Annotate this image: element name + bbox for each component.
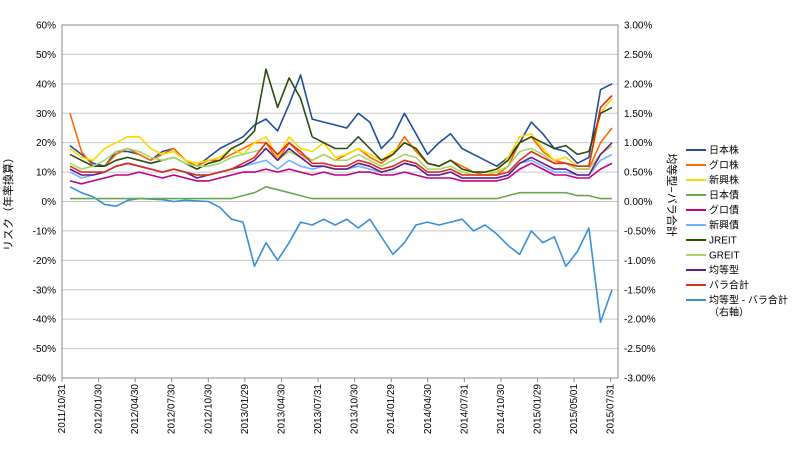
- legend-label: 均等型 - バラ合計: [709, 294, 788, 307]
- x-tick-label: 2015/07/31: [606, 384, 617, 434]
- y-axis-title: リスク（年率換算）: [1, 152, 15, 251]
- y2-tick-label: 2.00%: [624, 79, 652, 90]
- legend-label: バラ合計: [709, 279, 749, 292]
- y-tick-label: -50%: [33, 344, 56, 355]
- series-line: [69, 162, 613, 185]
- x-tick-label: 2014/04/30: [423, 384, 434, 434]
- y-tick-label: 50%: [36, 50, 56, 61]
- legend-label: GREIT: [709, 251, 740, 262]
- legend-label: グロ株: [709, 159, 739, 172]
- y-tick-label: -40%: [33, 315, 56, 326]
- y-tick-label: -10%: [33, 226, 56, 237]
- plot-frame: [61, 24, 619, 379]
- series-line: [69, 95, 613, 176]
- legend-label: 新興債: [709, 219, 739, 232]
- y-tick-label: 20%: [36, 138, 56, 149]
- y2-tick-label: -2.50%: [624, 344, 656, 355]
- legend-label: 日本株: [709, 144, 739, 157]
- y2-tick-label: 2.50%: [624, 50, 652, 61]
- x-tick-label: 2012/10/30: [203, 384, 214, 434]
- x-tick-label: 2014/10/30: [496, 384, 507, 434]
- grid-lines: [62, 24, 618, 379]
- y2-tick-label: -3.00%: [624, 374, 656, 385]
- y-tick-label: 0%: [42, 197, 57, 208]
- y-tick-label: -30%: [33, 285, 56, 296]
- legend-label: グロ債: [709, 204, 739, 217]
- x-tick-label: 2013/10/30: [350, 384, 361, 434]
- y2-tick-label: -1.00%: [624, 256, 656, 267]
- right-axis-ticks: 3.00% 2.50% 2.00% 1.50% 1.00% 0.50% 0.00% -0.50…: [624, 21, 656, 385]
- y2-tick-label: -1.50%: [624, 285, 656, 296]
- y-tick-label: 30%: [36, 109, 56, 120]
- series-line: [70, 186, 612, 200]
- series-line: [69, 186, 613, 323]
- series-line: [69, 98, 613, 173]
- series-line: [69, 144, 613, 176]
- y-tick-label: 10%: [36, 168, 56, 179]
- x-axis-ticks: 2011/10/31 2012/01/30 2012/04/30 2012/07/30…: [57, 378, 617, 434]
- x-tick-label: 2015/05/01: [569, 384, 580, 434]
- legend-label: 日本債: [709, 189, 739, 202]
- x-tick-label: 2015/01/29: [533, 384, 544, 434]
- x-tick-label: 2011/10/31: [57, 384, 68, 434]
- y2-tick-label: 1.50%: [624, 109, 652, 120]
- series-lines: [69, 68, 613, 323]
- y-tick-label: 60%: [36, 21, 56, 32]
- y2-tick-label: 1.00%: [624, 138, 652, 149]
- y2-tick-label: 0.50%: [624, 168, 652, 179]
- x-tick-label: 2012/01/30: [94, 384, 105, 434]
- y2-tick-label: 0.00%: [624, 197, 652, 208]
- y2-tick-label: -0.50%: [624, 226, 656, 237]
- x-tick-label: 2012/07/30: [167, 384, 178, 434]
- legend-label: JREIT: [709, 236, 737, 247]
- x-tick-label: 2012/04/30: [130, 384, 141, 434]
- x-tick-label: 2014/07/31: [459, 384, 470, 434]
- y-tick-label: -60%: [33, 374, 56, 385]
- legend-label: 新興株: [709, 174, 739, 187]
- legend-label: 均等型: [709, 264, 739, 277]
- x-tick-label: 2013/01/29: [240, 384, 251, 434]
- y2-tick-label: 3.00%: [624, 21, 652, 32]
- y2-axis-title: 均等型−バラ合計: [665, 153, 679, 236]
- y-tick-label: -20%: [33, 256, 56, 267]
- left-axis-ticks: 60% 50% 40% 30% 20% 10% 0% -10% -20% -30% -40% -50%…: [33, 21, 56, 385]
- x-tick-label: 2013/04/30: [276, 384, 287, 434]
- legend-label: （右軸）: [709, 306, 749, 319]
- series-line: [69, 68, 613, 173]
- x-tick-label: 2014/01/29: [386, 384, 397, 434]
- y2-tick-label: -2.00%: [624, 315, 656, 326]
- x-tick-label: 2013/07/31: [313, 384, 324, 434]
- y-tick-label: 40%: [36, 79, 56, 90]
